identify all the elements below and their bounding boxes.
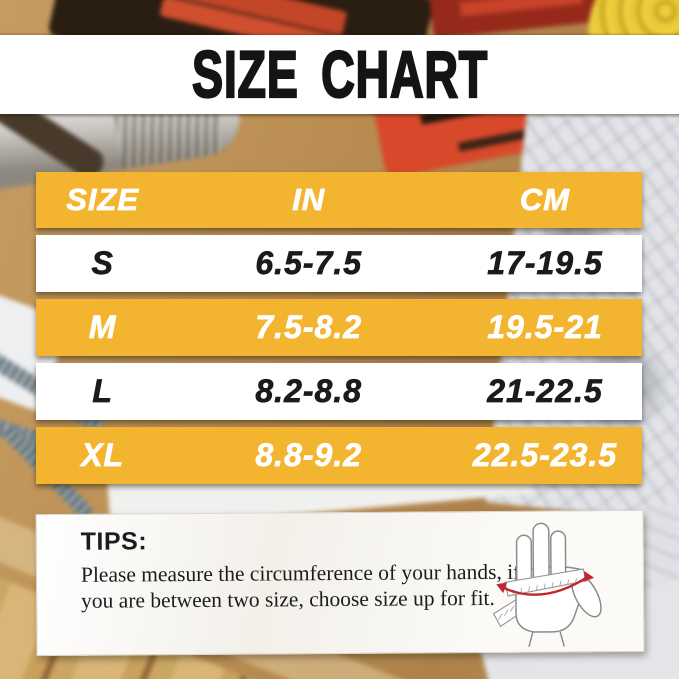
tips-box: TIPS: Please measure the circumference o…: [35, 509, 645, 657]
cell-in: 8.2-8.8: [255, 373, 362, 410]
cell-in: 8.8-9.2: [255, 437, 362, 474]
table-row: M 7.5-8.2 19.5-21: [36, 299, 642, 356]
table-header-row: SIZE IN CM: [36, 172, 642, 228]
header-cell-cm: CM: [519, 182, 571, 218]
page-title: SIZE CHART: [191, 37, 488, 112]
cell-cm: 17-19.5: [487, 245, 603, 282]
table-row: XL 8.8-9.2 22.5-23.5: [36, 427, 642, 484]
size-table: SIZE IN CM S 6.5-7.5 17-19.5 M 7.5-8.2 1…: [36, 172, 642, 491]
cell-size: L: [92, 373, 113, 410]
cell-in: 6.5-7.5: [255, 245, 362, 282]
cell-size: XL: [81, 437, 125, 474]
header-cell-in: IN: [292, 182, 326, 218]
hand-measurement-icon: [492, 522, 602, 647]
cell-cm: 19.5-21: [487, 309, 603, 346]
cell-size: S: [91, 245, 114, 282]
cell-cm: 21-22.5: [487, 373, 603, 410]
tips-heading: TIPS:: [80, 527, 148, 556]
table-row: L 8.2-8.8 21-22.5: [36, 363, 642, 420]
tips-text: Please measure the circumference of your…: [80, 559, 521, 614]
table-row: S 6.5-7.5 17-19.5: [36, 235, 642, 292]
header-cell-size: SIZE: [66, 182, 140, 218]
title-banner: SIZE CHART: [0, 35, 679, 114]
cell-in: 7.5-8.2: [255, 309, 362, 346]
cell-size: M: [88, 309, 117, 346]
cell-cm: 22.5-23.5: [472, 437, 618, 474]
